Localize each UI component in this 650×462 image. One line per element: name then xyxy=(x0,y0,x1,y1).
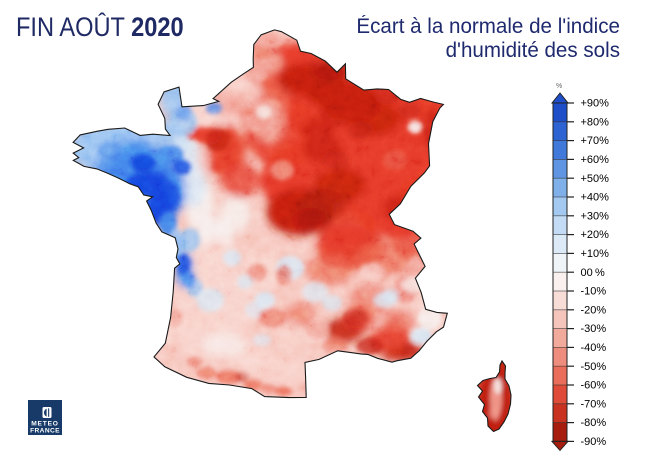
svg-text:-70%: -70% xyxy=(581,398,607,410)
svg-text:+50%: +50% xyxy=(581,173,610,185)
svg-text:%: % xyxy=(556,83,562,90)
svg-text:+60%: +60% xyxy=(581,154,610,166)
svg-text:-20%: -20% xyxy=(581,304,607,316)
svg-text:+70%: +70% xyxy=(581,135,610,147)
svg-text:00 %: 00 % xyxy=(581,267,605,279)
svg-text:+90%: +90% xyxy=(581,98,610,110)
svg-text:-90%: -90% xyxy=(581,436,607,448)
svg-text:+20%: +20% xyxy=(581,229,610,241)
svg-text:-80%: -80% xyxy=(581,417,607,429)
svg-text:+40%: +40% xyxy=(581,192,610,204)
svg-text:-40%: -40% xyxy=(581,342,607,354)
svg-text:-60%: -60% xyxy=(581,380,607,392)
svg-text:+30%: +30% xyxy=(581,210,610,222)
svg-text:+10%: +10% xyxy=(581,248,610,260)
svg-text:METEO: METEO xyxy=(31,421,58,428)
svg-text:FRANCE: FRANCE xyxy=(30,428,60,435)
svg-text:-30%: -30% xyxy=(581,323,607,335)
svg-text:+80%: +80% xyxy=(581,116,610,128)
svg-text:-10%: -10% xyxy=(581,286,607,298)
svg-text:-50%: -50% xyxy=(581,361,607,373)
